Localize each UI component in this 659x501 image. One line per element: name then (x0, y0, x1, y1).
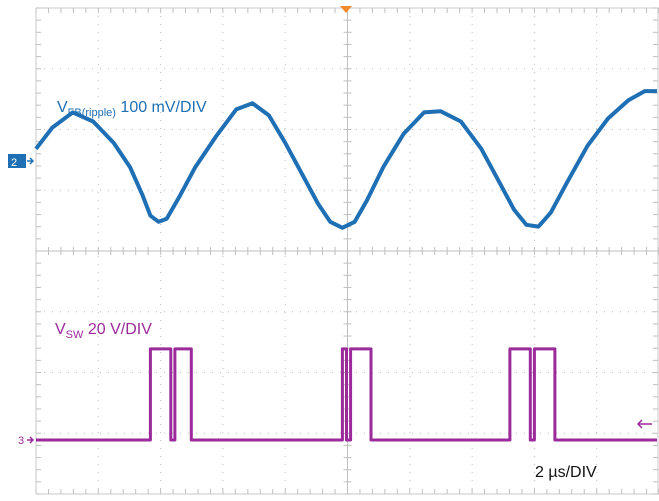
sw-trace (36, 347, 657, 442)
channel-3-marker: 3 (18, 435, 35, 447)
time-per-div-label: 2 µs/DIV (535, 464, 597, 481)
channel-2-marker: 2 (8, 154, 35, 169)
fb-ripple-trace (34, 89, 657, 230)
svg-text:2: 2 (11, 157, 17, 169)
graticule (35, 7, 659, 495)
svg-text:3: 3 (18, 435, 24, 447)
fb-ripple-label: VFB(ripple) 100 mV/DIV (57, 99, 207, 119)
trigger-level-marker (636, 419, 652, 429)
sw-label: VSW 20 V/DIV (55, 321, 152, 341)
trigger-position-marker (340, 6, 352, 13)
traces (34, 89, 657, 442)
